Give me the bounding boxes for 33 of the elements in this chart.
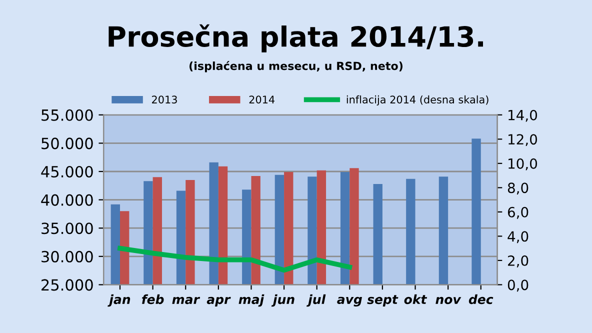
line-series <box>118 246 352 273</box>
legend-label: 2014 <box>249 96 275 104</box>
y2-tick-label: 4,0 <box>508 231 528 244</box>
x-tick-label: jun <box>271 294 294 307</box>
x-tick-label: dec <box>468 294 494 304</box>
y2-tick-label: 12,0 <box>508 134 538 146</box>
y2-tick-label: 14,0 <box>508 110 538 122</box>
y-tick-label: 55.000 <box>42 109 93 121</box>
y-tick-label: 40.000 <box>41 194 93 206</box>
legend-label: inflacija 2014 (desna skala) <box>346 95 488 106</box>
y2-tick-label: 0,0 <box>508 280 528 292</box>
chart-subtitle: (isplaćena u mesecu, u RSD, neto) <box>190 61 402 72</box>
x-tick-label: apr <box>206 296 231 307</box>
y-tick-label: 45.000 <box>41 166 93 178</box>
y-tick-label: 30.000 <box>42 250 93 262</box>
y-tick-label: 25.000 <box>42 279 93 291</box>
x-tick-label: sept <box>367 295 398 307</box>
x-tick-label: okt <box>404 294 428 304</box>
x-tick-label: jan <box>108 294 130 307</box>
x-tick-label: nov <box>436 296 462 304</box>
x-tick-label: mar <box>172 296 200 304</box>
legend-label: 2013 <box>152 96 177 104</box>
y-tick-label: 35.000 <box>42 222 93 234</box>
chart-title: Prosečna plata 2014/13. <box>108 24 484 52</box>
y2-tick-label: 8,0 <box>508 182 528 195</box>
y2-tick-label: 6,0 <box>508 206 528 219</box>
x-tick-label: feb <box>142 294 164 304</box>
x-tick-label: jul <box>306 294 326 307</box>
y2-tick-label: 2,0 <box>508 255 528 268</box>
y-tick-label: 50.000 <box>42 138 93 150</box>
x-tick-label: maj <box>238 294 264 307</box>
x-tick-label: avg <box>337 296 362 307</box>
y2-tick-label: 10,0 <box>508 158 538 170</box>
